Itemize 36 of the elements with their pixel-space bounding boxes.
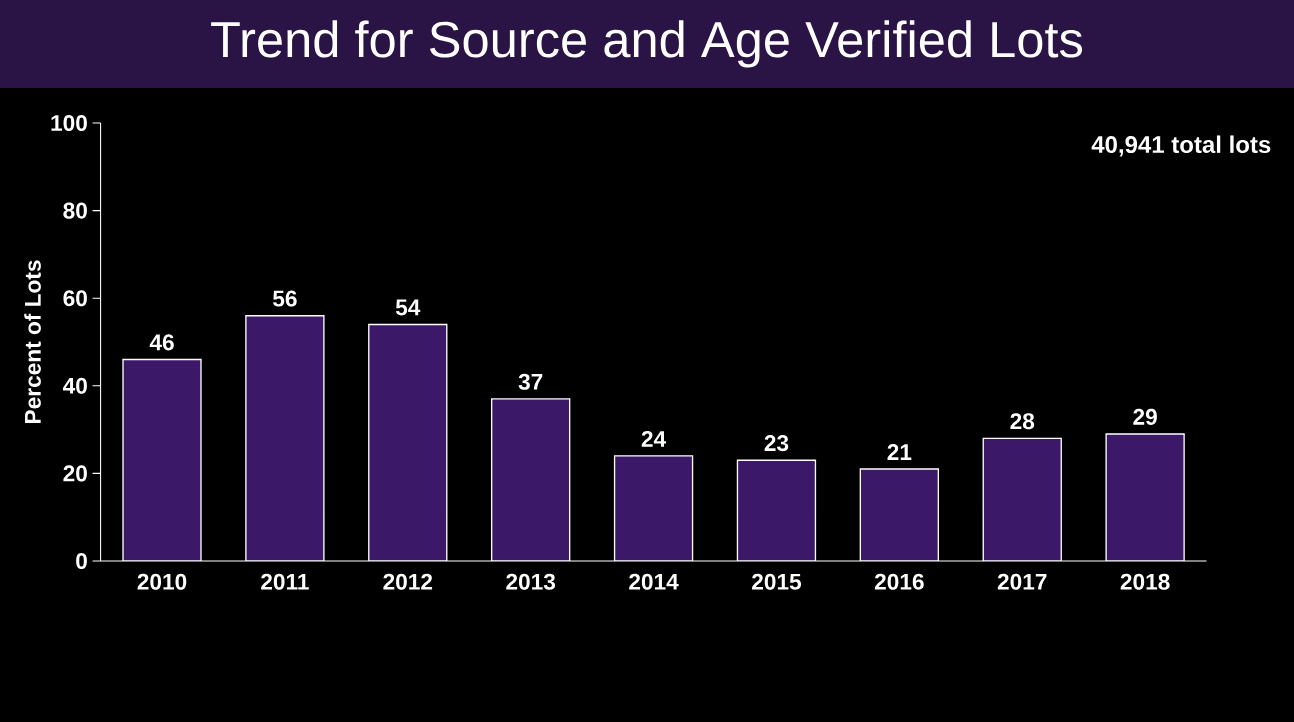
bar	[859, 468, 940, 561]
x-tick-label: 2011	[261, 573, 309, 590]
y-tick-label: 0	[76, 552, 87, 570]
y-tick-label: 20	[63, 465, 87, 482]
bar	[491, 398, 571, 561]
bar	[982, 437, 1062, 561]
bar	[1105, 433, 1185, 561]
bar	[368, 323, 448, 561]
x-tick-label: 2010	[137, 573, 187, 590]
annotation: 40,941 total lots	[1091, 135, 1271, 157]
data-label: 56	[272, 290, 297, 307]
x-tick-label: 2016	[874, 573, 924, 590]
y-tick-label: 60	[63, 290, 87, 307]
y-tick-label: 40	[62, 377, 87, 394]
data-label: 21	[887, 444, 912, 460]
y-tick-label: 80	[63, 202, 87, 219]
data-label: 28	[1010, 413, 1035, 430]
y-tick-label: 100	[51, 114, 87, 132]
bar	[245, 315, 325, 561]
chart-title: Trend for Source and Age Verified Lots	[211, 20, 1083, 68]
x-tick-label: 2015	[752, 573, 802, 590]
x-tick-label: 2012	[383, 573, 433, 590]
x-tick-label: 2013	[506, 573, 556, 590]
bar	[122, 358, 202, 561]
x-tick-label: 2017	[997, 573, 1047, 590]
data-label: 23	[764, 435, 789, 452]
data-label: 46	[149, 334, 174, 351]
x-tick-label: 2018	[1120, 573, 1170, 590]
data-label: 54	[395, 299, 421, 316]
data-label: 29	[1133, 408, 1157, 425]
bar	[613, 455, 694, 561]
x-tick-label: 2014	[629, 573, 679, 590]
data-label: 24	[641, 430, 667, 447]
y-axis-title: Percent of Lots	[24, 260, 41, 423]
data-label: 37	[518, 373, 543, 390]
bar	[736, 459, 817, 561]
